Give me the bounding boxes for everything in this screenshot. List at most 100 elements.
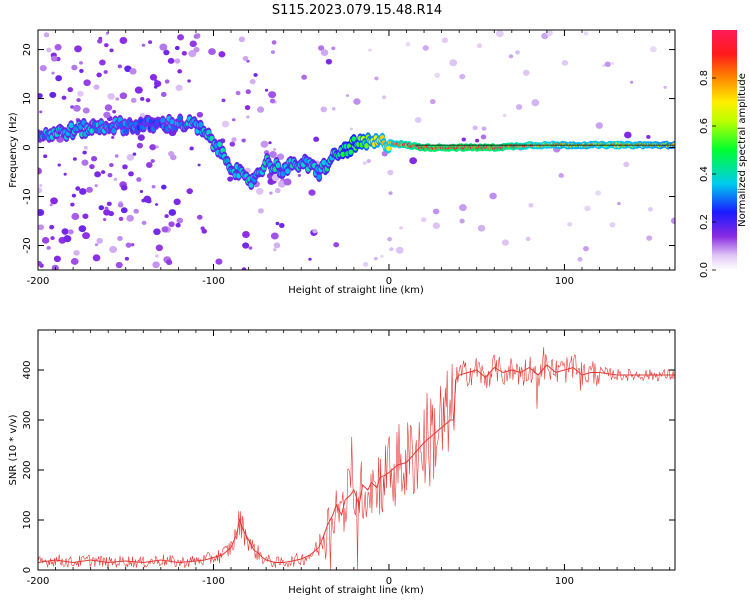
spectrogram-noise-blob [46,245,51,250]
spectrogram-noise-blob [567,222,573,227]
spectrogram-noise-blob [91,155,98,162]
spectrogram-noise-blob [449,59,458,67]
spectrogram-noise-blob [257,106,265,113]
ridge-core-blob [351,136,357,142]
snr-y-ticks: 0 100 200 300 400 [22,360,675,573]
ridge-core-blob [316,174,322,180]
spectrogram-noise-blob [395,246,404,254]
snr-panel: -200 -100 0 100 0 100 200 300 400 Height of str… [8,329,676,596]
spectrogram-noise-blob [129,68,137,75]
spectrogram-noise-blob [170,154,177,161]
spectrogram-noise-blob [459,204,467,212]
spectrogram-noise-blob [502,113,507,118]
spectrogram-noise-blob [111,135,115,139]
spectrogram-noise-blob [106,201,112,207]
spectrogram-noise-blob [96,72,102,78]
spectrogram-noise-blob [409,157,418,165]
colorbar-ticks: 0.0 0.2 0.4 0.6 0.8 [699,70,716,278]
spectrogram-noise-blob [459,73,466,80]
spectrogram-noise-blob [115,97,120,101]
spectrogram-noise-blob [175,84,183,92]
spectrogram-noise-blob [67,87,74,93]
spectrogram-noise-blob [71,193,77,198]
spectrogram-noise-blob [77,90,84,97]
spectrogram-noise-blob [624,131,632,139]
figure-title: S115.2023.079.15.48.R14 [272,3,442,18]
spectrogram-noise-blob [38,187,43,194]
spectrogram-noise-blob [97,38,103,44]
spectrogram-noise-blob [109,245,118,254]
spectrogram-noise-blob [79,68,84,73]
spectrogram-noise-blob [345,94,350,97]
spectrogram-noise-blob [54,43,62,51]
spectrogram-noise-blob [119,92,128,100]
spectrogram-noise-blob [380,254,384,259]
spectrogram-noise-blob [132,152,137,156]
x-tick-label: 0 [386,276,392,287]
spectrogram-noise-blob [646,235,653,241]
spectrogram-noise-blob [271,40,277,45]
spectrogram-noise-blob [160,91,167,98]
spectrogram-noise-blob [246,115,250,119]
spectrogram-noise-blob [193,34,198,39]
y-tick-label: 0 [22,144,33,150]
spectrogram-noise-blob [177,69,183,74]
spectrogram-noise-blob [120,207,128,214]
spectrogram-noise-blob [269,191,273,195]
spectrogram-noise-blob [362,161,367,165]
colorbar-tick-label: 0.0 [699,262,710,278]
spectrogram-noise-blob [388,191,393,196]
spectrogram-noise-blob [495,30,504,38]
spectrogram-noise-blob [272,248,277,252]
spectrogram-noise-blob [94,171,102,178]
spectrogram-noise-blob [229,141,236,147]
colorbar: 0.0 0.2 0.4 0.6 0.8 Normalized spectral ampl… [699,30,748,278]
colorbar-gradient [712,30,737,270]
spectrogram-noise-blob [480,134,487,140]
spectrogram-noise-blob [73,104,81,112]
spectrogram-noise-blob [155,244,163,252]
spectrogram-noise-blob [153,228,161,236]
colorbar-label: Normalized spectral amplitude [737,73,748,227]
spectrogram-noise-blob [268,91,277,99]
spectrogram-noise-blob [49,91,57,99]
spectrogram-noise-blob [245,89,251,95]
spectrogram-noise-blob [103,218,107,221]
colorbar-tick-label: 0.8 [699,70,710,86]
spectrogram-noise-blob [583,31,589,36]
spectrogram-noise-blob [308,257,312,261]
spectrogram-noise-blob [113,177,118,182]
spectrogram-noise-blob [270,232,279,240]
x-tick-label: 100 [555,576,574,587]
spectrogram-marks [38,30,675,270]
colorbar-tick-label: 0.6 [699,118,710,134]
spectrogram-noise-blob [166,259,173,266]
spectrogram-noise-blob [103,70,108,74]
spectrogram-noise-blob [94,184,98,188]
spectrogram-noise-blob [71,212,80,221]
spectrogram-noise-blob [164,79,170,84]
spectrogram-noise-blob [55,75,63,82]
x-tick-label: 100 [555,276,574,287]
spectrogram-noise-blob [79,188,87,195]
spectrogram-noise-blob [117,202,124,208]
spectrogram-noise-blob [477,224,486,232]
spectrogram-noise-blob [189,40,197,48]
spectrogram-noise-blob [374,76,379,81]
spectrogram-noise-blob [389,247,394,252]
spectrogram-noise-blob [103,111,111,119]
spectrogram-noise-blob [114,154,119,158]
spectrogram-noise-blob [155,145,159,149]
spectrogram-noise-blob [61,95,67,100]
spectrogram-noise-blob [145,161,153,168]
spectrogram-noise-blob [242,230,250,238]
spectrogram-noise-blob [100,170,106,175]
spectrogram-noise-blob [242,56,249,62]
spectrogram-noise-blob [141,220,147,226]
spectrogram-noise-blob [173,198,181,206]
spectrogram-noise-blob [155,254,159,258]
spectrogram-noise-blob [86,186,93,193]
spectrogram-noise-blob [89,164,95,170]
spectrogram-noise-blob [136,142,144,149]
ridge-core-blob [285,168,290,174]
